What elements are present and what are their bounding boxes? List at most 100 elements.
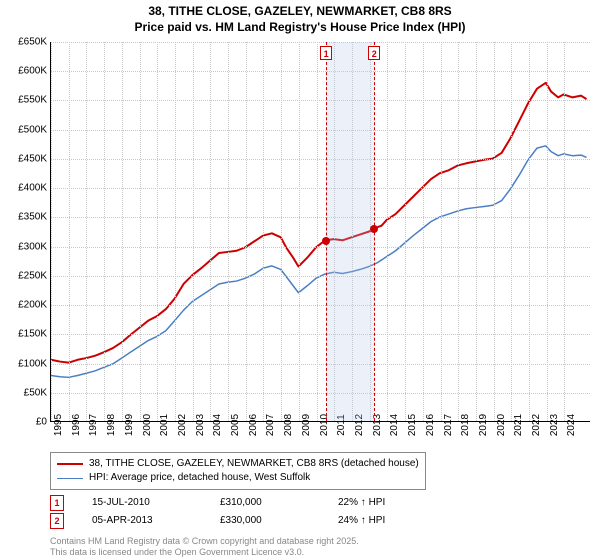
gridline-vertical bbox=[476, 42, 477, 421]
x-axis-label: 2018 bbox=[458, 414, 471, 436]
chart-plot-area: £0£50K£100K£150K£200K£250K£300K£350K£400… bbox=[50, 42, 590, 422]
gridline-horizontal bbox=[51, 393, 590, 394]
event-band bbox=[326, 42, 374, 421]
legend-label: 38, TITHE CLOSE, GAZELEY, NEWMARKET, CB8… bbox=[89, 457, 419, 471]
event-row-price: £330,000 bbox=[220, 512, 310, 530]
chart-container: 38, TITHE CLOSE, GAZELEY, NEWMARKET, CB8… bbox=[0, 0, 600, 560]
y-axis-label: £150K bbox=[18, 329, 51, 340]
x-axis-label: 2008 bbox=[281, 414, 294, 436]
gridline-horizontal bbox=[51, 305, 590, 306]
gridline-vertical bbox=[210, 42, 211, 421]
y-axis-label: £400K bbox=[18, 183, 51, 194]
legend-row: HPI: Average price, detached house, West… bbox=[57, 471, 419, 485]
gridline-vertical bbox=[246, 42, 247, 421]
event-row-pct: 24% ↑ HPI bbox=[338, 512, 438, 530]
event-row-price: £310,000 bbox=[220, 494, 310, 512]
event-row-date: 15-JUL-2010 bbox=[92, 494, 192, 512]
y-axis-label: £500K bbox=[18, 124, 51, 135]
x-axis-label: 2000 bbox=[140, 414, 153, 436]
event-row: 1 15-JUL-2010 £310,000 22% ↑ HPI bbox=[50, 494, 438, 512]
y-axis-label: £100K bbox=[18, 358, 51, 369]
legend-row: 38, TITHE CLOSE, GAZELEY, NEWMARKET, CB8… bbox=[57, 457, 419, 471]
y-axis-label: £450K bbox=[18, 153, 51, 164]
gridline-horizontal bbox=[51, 276, 590, 277]
footer-line-1: Contains HM Land Registry data © Crown c… bbox=[50, 536, 359, 547]
gridline-vertical bbox=[494, 42, 495, 421]
x-axis-label: 2023 bbox=[547, 414, 560, 436]
gridline-vertical bbox=[51, 42, 52, 421]
gridline-vertical bbox=[511, 42, 512, 421]
series-line bbox=[51, 146, 587, 377]
x-axis-label: 2009 bbox=[299, 414, 312, 436]
x-axis-label: 2014 bbox=[387, 414, 400, 436]
x-axis-label: 1998 bbox=[104, 414, 117, 436]
x-axis-label: 1997 bbox=[86, 414, 99, 436]
y-axis-label: £550K bbox=[18, 95, 51, 106]
event-point-marker bbox=[322, 237, 330, 245]
x-axis-label: 2020 bbox=[494, 414, 507, 436]
x-axis-label: 2003 bbox=[193, 414, 206, 436]
x-axis-label: 2021 bbox=[511, 414, 524, 436]
gridline-vertical bbox=[529, 42, 530, 421]
gridline-vertical bbox=[564, 42, 565, 421]
gridline-vertical bbox=[104, 42, 105, 421]
gridline-vertical bbox=[193, 42, 194, 421]
gridline-vertical bbox=[228, 42, 229, 421]
gridline-vertical bbox=[317, 42, 318, 421]
gridline-horizontal bbox=[51, 71, 590, 72]
x-axis-label: 2016 bbox=[423, 414, 436, 436]
event-row-date: 05-APR-2013 bbox=[92, 512, 192, 530]
gridline-vertical bbox=[263, 42, 264, 421]
gridline-vertical bbox=[157, 42, 158, 421]
y-axis-label: £250K bbox=[18, 270, 51, 281]
event-marker-label: 2 bbox=[368, 46, 380, 60]
event-point-marker bbox=[370, 225, 378, 233]
footer-line-2: This data is licensed under the Open Gov… bbox=[50, 547, 359, 558]
gridline-vertical bbox=[175, 42, 176, 421]
gridline-horizontal bbox=[51, 334, 590, 335]
gridline-vertical bbox=[122, 42, 123, 421]
gridline-vertical bbox=[69, 42, 70, 421]
gridline-vertical bbox=[140, 42, 141, 421]
gridline-horizontal bbox=[51, 100, 590, 101]
event-vline bbox=[326, 42, 327, 421]
x-axis-label: 1995 bbox=[51, 414, 64, 436]
x-axis-label: 2024 bbox=[564, 414, 577, 436]
gridline-horizontal bbox=[51, 188, 590, 189]
gridline-horizontal bbox=[51, 159, 590, 160]
x-axis-label: 1996 bbox=[69, 414, 82, 436]
gridline-horizontal bbox=[51, 42, 590, 43]
x-axis-label: 1999 bbox=[122, 414, 135, 436]
event-row-pct: 22% ↑ HPI bbox=[338, 494, 438, 512]
footer-attribution: Contains HM Land Registry data © Crown c… bbox=[50, 536, 359, 558]
event-row-number: 1 bbox=[50, 495, 64, 511]
legend-label: HPI: Average price, detached house, West… bbox=[89, 471, 310, 485]
y-axis-label: £200K bbox=[18, 300, 51, 311]
gridline-horizontal bbox=[51, 247, 590, 248]
x-axis-label: 2017 bbox=[441, 414, 454, 436]
gridline-vertical bbox=[299, 42, 300, 421]
gridline-vertical bbox=[458, 42, 459, 421]
x-axis-label: 2002 bbox=[175, 414, 188, 436]
x-axis-label: 2004 bbox=[210, 414, 223, 436]
gridline-horizontal bbox=[51, 364, 590, 365]
gridline-vertical bbox=[547, 42, 548, 421]
gridline-vertical bbox=[423, 42, 424, 421]
y-axis-label: £600K bbox=[18, 66, 51, 77]
title-line-2: Price paid vs. HM Land Registry's House … bbox=[0, 20, 600, 36]
x-axis-label: 2001 bbox=[157, 414, 170, 436]
legend-swatch bbox=[57, 478, 83, 479]
gridline-horizontal bbox=[51, 130, 590, 131]
events-table: 1 15-JUL-2010 £310,000 22% ↑ HPI 2 05-APR-201… bbox=[50, 494, 438, 530]
x-axis-label: 2007 bbox=[263, 414, 276, 436]
gridline-horizontal bbox=[51, 217, 590, 218]
gridline-vertical bbox=[387, 42, 388, 421]
title-block: 38, TITHE CLOSE, GAZELEY, NEWMARKET, CB8… bbox=[0, 0, 600, 35]
x-axis-label: 2015 bbox=[405, 414, 418, 436]
x-axis-label: 2006 bbox=[246, 414, 259, 436]
legend-box: 38, TITHE CLOSE, GAZELEY, NEWMARKET, CB8… bbox=[50, 452, 426, 490]
event-row-number: 2 bbox=[50, 513, 64, 529]
y-axis-label: £650K bbox=[18, 37, 51, 48]
y-axis-label: £50K bbox=[24, 387, 51, 398]
x-axis-label: 2005 bbox=[228, 414, 241, 436]
